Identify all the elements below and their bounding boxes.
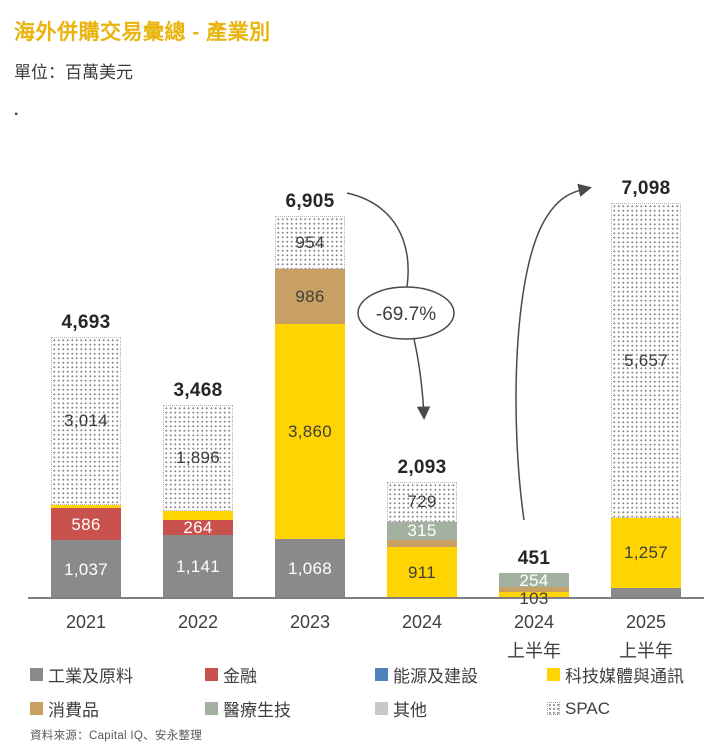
segment-value-label: 1,896 xyxy=(175,448,221,468)
segment-value-label: 1,037 xyxy=(63,559,109,579)
bar-segment-spac: 3,014 xyxy=(51,337,121,505)
segment-value-label: 315 xyxy=(407,521,437,541)
unit-label: 單位：百萬美元 xyxy=(14,63,133,82)
bar-group-2024h1: 451 103 254 xyxy=(478,548,590,607)
legend-item-consumer: 消費品 xyxy=(30,696,205,721)
segment-value-label: 5,657 xyxy=(623,351,669,371)
legend-label: 科技媒體與通訊 xyxy=(565,667,684,686)
page-title: 海外併購交易彙總 - 產業別 xyxy=(14,21,271,44)
legend-label: 金融 xyxy=(223,667,257,686)
legend-swatch-other xyxy=(375,702,388,715)
bar-stack-2024h1: 103 254 xyxy=(499,570,569,607)
bar-segment-tmt: 3,860 xyxy=(275,324,345,539)
bar-stack-2025h1: 1,257 5,657 xyxy=(611,203,681,598)
bar-total-label-2022: 3,468 xyxy=(173,380,223,402)
bar-stack-2024: 911 315 729 xyxy=(387,481,457,598)
bar-total-label-2023: 6,905 xyxy=(285,191,335,213)
x-axis-line xyxy=(28,597,704,599)
legend-item-tmt: 科技媒體與通訊 xyxy=(547,662,704,687)
bar-total-label-2024h1: 451 xyxy=(517,548,551,570)
bar-segment-spac: 5,657 xyxy=(611,203,681,518)
legend-swatch-spac xyxy=(547,702,560,715)
legend-label: 能源及建設 xyxy=(393,667,478,686)
legend-item-spac: SPAC xyxy=(547,696,704,721)
bar-total-label-2021: 4,693 xyxy=(61,312,111,334)
segment-value-label: 3,014 xyxy=(63,411,109,431)
bar-segment-consumer: 986 xyxy=(275,269,345,325)
source-note: 資料來源：Capital IQ、安永整理 xyxy=(30,730,203,742)
x-axis-label-2024h1: 2024 上半年 xyxy=(507,612,561,661)
bar-stack-2022: 1,141 264 1,896 xyxy=(163,405,233,598)
segment-value-label: 986 xyxy=(295,287,325,307)
legend-item-energy: 能源及建設 xyxy=(375,662,547,687)
stray-period: . xyxy=(14,102,19,119)
bar-group-2023: 6,905 1,068 3,860 986 954 xyxy=(254,191,366,598)
legend-swatch-tmt xyxy=(547,668,560,681)
bar-group-2022: 3,468 1,141 264 1,896 xyxy=(142,380,254,598)
bar-segment-tmt xyxy=(51,504,121,508)
bar-segment-spac: 954 xyxy=(275,216,345,270)
bar-segment-tmt: 103 xyxy=(499,590,569,607)
bar-segment-tmt: 1,257 xyxy=(611,517,681,588)
segment-value-label: 1,257 xyxy=(623,543,669,563)
bar-segment-consumer xyxy=(387,539,457,548)
legend-swatch-financial xyxy=(205,668,218,681)
x-axis-label-2025h1: 2025 上半年 xyxy=(619,612,673,661)
legend-item-other: 其他 xyxy=(375,696,547,721)
segment-value-label: 586 xyxy=(71,514,101,534)
legend-item-medical: 醫療生技 xyxy=(205,696,375,721)
segment-value-label: 103 xyxy=(519,589,549,608)
bar-segment-spac: 729 xyxy=(387,481,457,523)
legend-swatch-energy xyxy=(375,668,388,681)
bar-group-2024: 2,093 911 315 729 xyxy=(366,457,478,598)
legend-item-financial: 金融 xyxy=(205,662,375,687)
bar-segment-industrial: 1,037 xyxy=(51,540,121,598)
bar-chart-plot-area: 4,693 1,037 586 3,014 3,468 1,141 264 1,896 6,90… xyxy=(30,150,702,607)
bar-stack-2023: 1,068 3,860 986 954 xyxy=(275,216,345,598)
segment-value-label: 264 xyxy=(183,517,213,537)
legend-swatch-consumer xyxy=(30,702,43,715)
x-axis-label-2024: 2024 xyxy=(401,612,443,632)
bar-segment-industrial: 1,068 xyxy=(275,538,345,598)
segment-value-label: 3,860 xyxy=(287,421,333,441)
bar-total-label-2024: 2,093 xyxy=(397,456,447,478)
bar-stack-2021: 1,037 586 3,014 xyxy=(51,337,121,598)
segment-value-label: 1,068 xyxy=(287,558,333,578)
legend-label: 醫療生技 xyxy=(223,701,291,720)
bar-segment-consumer xyxy=(499,587,569,593)
bar-segment-financial: 586 xyxy=(51,507,121,541)
x-axis-labels-row: 2021 2022 2023 2024 2024 上半年 2025 上半年 xyxy=(30,608,702,666)
x-axis-label-2023: 2023 xyxy=(289,612,331,632)
segment-value-label: 1,141 xyxy=(175,556,221,576)
legend-label: 消費品 xyxy=(48,701,99,720)
legend-swatch-medical xyxy=(205,702,218,715)
bar-segment-spac: 1,896 xyxy=(163,405,233,511)
bar-group-2025h1: 7,098 1,257 5,657 xyxy=(590,178,702,598)
legend-swatch-industrial xyxy=(30,668,43,681)
bar-segment-tmt: 911 xyxy=(387,547,457,598)
bar-segment-industrial: 1,141 xyxy=(163,534,233,598)
segment-value-label: 254 xyxy=(519,570,549,590)
segment-value-label: 954 xyxy=(295,233,325,253)
segment-value-label: 729 xyxy=(407,492,437,512)
legend-item-industrial: 工業及原料 xyxy=(30,662,205,687)
bar-segment-financial: 264 xyxy=(163,517,233,537)
x-axis-label-2021: 2021 xyxy=(65,612,107,632)
legend: 工業及原料 金融 能源及建設 科技媒體與通訊消費品 醫療生技 其他 SPAC xyxy=(30,662,704,721)
bar-group-2021: 4,693 1,037 586 3,014 xyxy=(30,312,142,598)
bar-segment-medical: 254 xyxy=(499,570,569,590)
segment-value-label: 911 xyxy=(407,563,436,583)
legend-label: 工業及原料 xyxy=(48,667,133,686)
bar-segment-medical: 315 xyxy=(387,522,457,540)
bar-total-label-2025h1: 7,098 xyxy=(621,178,671,200)
legend-label: 其他 xyxy=(393,701,427,720)
bar-segment-industrial xyxy=(611,587,681,598)
bar-segment-tmt xyxy=(163,510,233,520)
x-axis-label-2022: 2022 xyxy=(177,612,219,632)
legend-label: SPAC xyxy=(565,698,611,718)
